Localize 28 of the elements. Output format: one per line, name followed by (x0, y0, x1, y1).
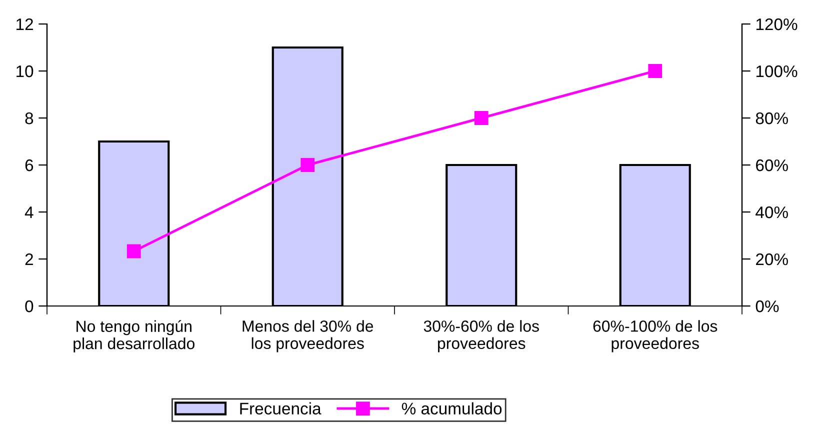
y2-tick-label: 40% (756, 206, 788, 218)
y-tick-label: 10 (16, 65, 34, 78)
legend-label: % acumulado (402, 402, 502, 415)
x-tick-label: 30%-60% de los proveedores (424, 320, 539, 352)
y-tick-label: 8 (25, 112, 34, 124)
y-tick-label: 2 (25, 253, 33, 266)
point (126, 244, 141, 258)
bar (272, 46, 344, 306)
x-tick-label: Menos del 30% de los proveedores (242, 320, 374, 352)
point (474, 111, 488, 125)
y2-tick-label: 20% (756, 253, 788, 266)
y-tick-label: 0 (25, 300, 34, 312)
point (648, 64, 662, 78)
x-tick-label: 60%-100% de los proveedores (593, 320, 718, 352)
bar (446, 164, 518, 306)
point (300, 158, 315, 172)
bar (98, 140, 170, 306)
legend-label: Frecuencia (240, 402, 322, 415)
y2-tick-label: 0% (756, 300, 779, 312)
bar (619, 164, 691, 306)
y2-tick-label: 120% (756, 18, 798, 30)
x-tick-label: No tengo ningún plan desarrollado (74, 320, 194, 352)
y2-tick-label: 80% (756, 112, 788, 124)
y-tick-label: 12 (16, 18, 33, 30)
y-tick-label: 4 (24, 206, 34, 218)
y2-tick-label: 60% (756, 159, 788, 172)
y-tick-label: 6 (25, 159, 34, 172)
y2-tick-label: 100% (756, 65, 798, 78)
